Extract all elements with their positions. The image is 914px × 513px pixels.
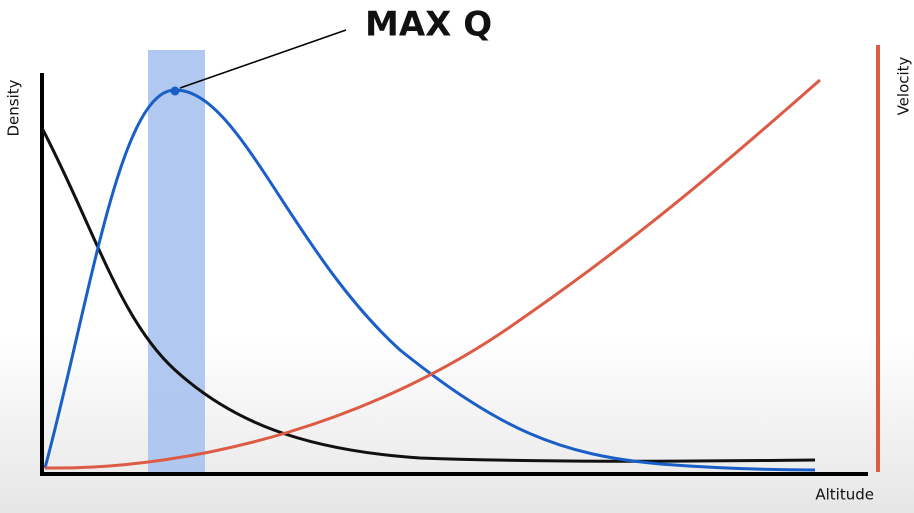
y-axis-label: Density [5,79,23,136]
y2-axis-label: Velocity [895,56,913,115]
title: MAX Q [365,5,492,45]
dynamic-pressure-curve [43,88,816,472]
leader-line [179,29,347,89]
velocity-curve [44,78,821,470]
max-q-point [170,86,180,96]
max-q-band [148,50,205,476]
x-axis-label: Altitude [815,486,874,504]
